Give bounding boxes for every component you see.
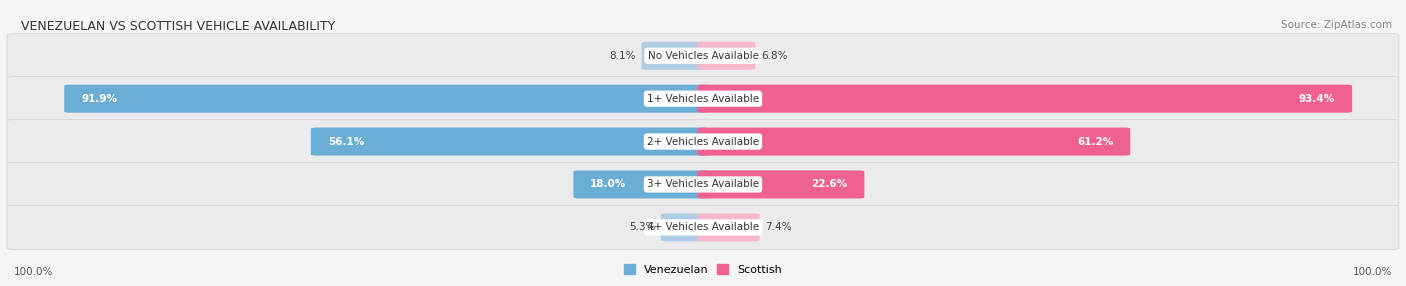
- Text: 100.0%: 100.0%: [1353, 267, 1392, 277]
- FancyBboxPatch shape: [7, 162, 1399, 206]
- FancyBboxPatch shape: [311, 128, 709, 156]
- Text: 3+ Vehicles Available: 3+ Vehicles Available: [647, 180, 759, 189]
- Text: 2+ Vehicles Available: 2+ Vehicles Available: [647, 137, 759, 146]
- FancyBboxPatch shape: [7, 205, 1399, 249]
- Text: 56.1%: 56.1%: [328, 137, 364, 146]
- FancyBboxPatch shape: [697, 213, 759, 241]
- FancyBboxPatch shape: [641, 42, 709, 70]
- FancyBboxPatch shape: [697, 42, 755, 70]
- FancyBboxPatch shape: [697, 170, 865, 198]
- FancyBboxPatch shape: [7, 120, 1399, 164]
- Text: 6.8%: 6.8%: [761, 51, 787, 61]
- Text: 93.4%: 93.4%: [1299, 94, 1336, 104]
- Text: VENEZUELAN VS SCOTTISH VEHICLE AVAILABILITY: VENEZUELAN VS SCOTTISH VEHICLE AVAILABIL…: [21, 20, 336, 33]
- Text: 7.4%: 7.4%: [765, 223, 792, 232]
- FancyBboxPatch shape: [697, 128, 1130, 156]
- FancyBboxPatch shape: [65, 85, 709, 113]
- FancyBboxPatch shape: [7, 77, 1399, 121]
- FancyBboxPatch shape: [574, 170, 709, 198]
- Text: 8.1%: 8.1%: [609, 51, 636, 61]
- FancyBboxPatch shape: [661, 213, 709, 241]
- Text: Source: ZipAtlas.com: Source: ZipAtlas.com: [1281, 20, 1392, 30]
- FancyBboxPatch shape: [7, 34, 1399, 78]
- Text: 22.6%: 22.6%: [811, 180, 848, 189]
- FancyBboxPatch shape: [697, 85, 1353, 113]
- Text: 4+ Vehicles Available: 4+ Vehicles Available: [647, 223, 759, 232]
- Text: No Vehicles Available: No Vehicles Available: [648, 51, 758, 61]
- Text: 1+ Vehicles Available: 1+ Vehicles Available: [647, 94, 759, 104]
- Text: 5.3%: 5.3%: [628, 223, 655, 232]
- Text: 91.9%: 91.9%: [82, 94, 117, 104]
- Text: 100.0%: 100.0%: [14, 267, 53, 277]
- Legend: Venezuelan, Scottish: Venezuelan, Scottish: [624, 264, 782, 275]
- Text: 18.0%: 18.0%: [591, 180, 627, 189]
- Text: 61.2%: 61.2%: [1077, 137, 1114, 146]
